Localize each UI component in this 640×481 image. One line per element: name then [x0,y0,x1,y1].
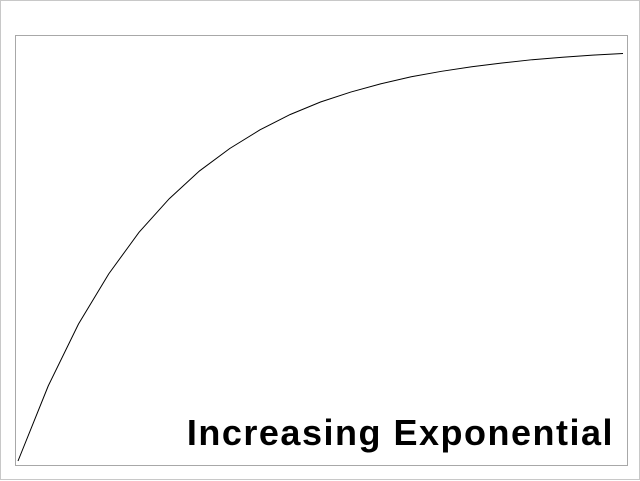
plot-area [15,35,628,466]
series-line [17,52,624,462]
chart-title: Increasing Exponential [187,412,614,453]
